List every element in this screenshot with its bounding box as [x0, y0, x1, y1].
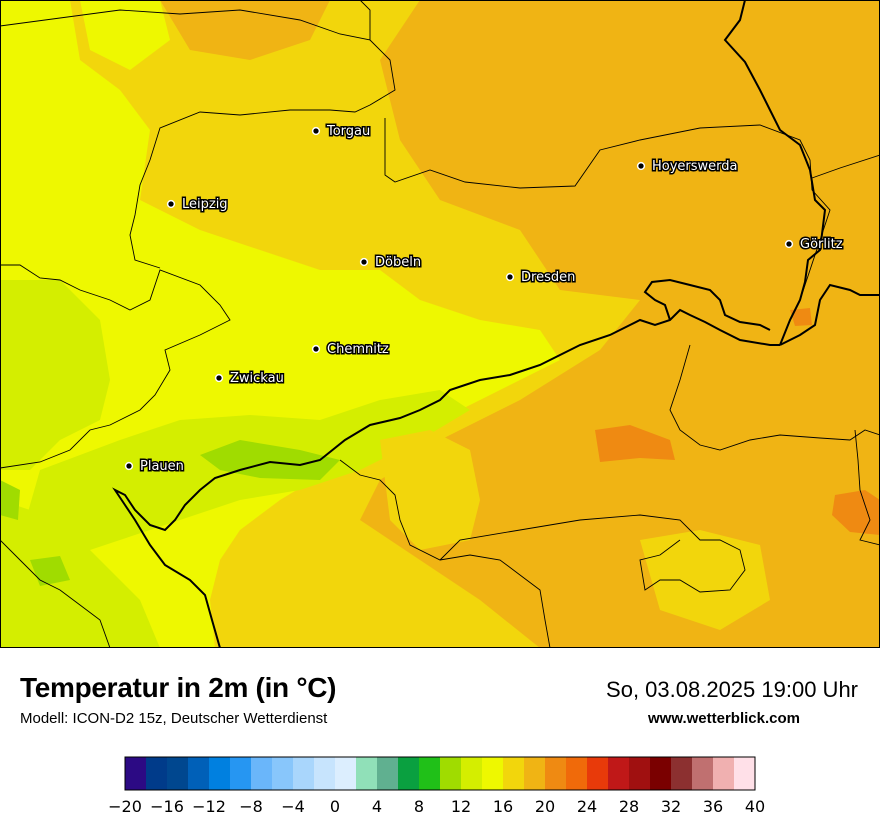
legend-swatch — [377, 757, 399, 790]
legend-tick-label: −4 — [281, 797, 305, 816]
warm-patch-south — [380, 430, 480, 550]
city-marker[interactable]: Torgau — [311, 123, 372, 141]
city-marker[interactable]: Leipzig — [166, 196, 229, 214]
hot-zone-north — [160, 0, 330, 60]
border-state-north — [0, 0, 371, 41]
border-west-branch — [0, 539, 111, 648]
city-label: Hoyerswerda — [652, 159, 738, 174]
legend-tick-label: 36 — [703, 797, 723, 816]
mild-zone-north — [80, 0, 170, 70]
model-subtitle: Modell: ICON-D2 15z, Deutscher Wetterdie… — [20, 710, 328, 727]
border-country-czech[interactable] — [112, 308, 780, 648]
city-marker[interactable]: Zwickau — [214, 370, 285, 388]
legend-tick-label: 0 — [330, 797, 340, 816]
city-marker[interactable]: Görlitz — [784, 236, 844, 254]
city-label: Chemnitz — [327, 342, 389, 357]
legend-swatches — [125, 757, 756, 790]
legend-tick-label: 8 — [414, 797, 424, 816]
legend-swatch — [587, 757, 609, 790]
legend-swatch — [482, 757, 504, 790]
legend-tick-label: 32 — [661, 797, 681, 816]
hot-zone-east — [360, 0, 880, 648]
legend-tick-label: −16 — [150, 797, 184, 816]
legend-swatch — [314, 757, 336, 790]
legend-tick-label: 20 — [535, 797, 555, 816]
border-northeast — [811, 154, 880, 179]
legend-swatch — [713, 757, 735, 790]
city-label: Görlitz — [800, 237, 843, 252]
legend-swatch — [398, 757, 420, 790]
legend-tick-label: −20 — [108, 797, 142, 816]
very-hot-zone-3 — [790, 308, 812, 326]
legend-swatch — [230, 757, 252, 790]
legend-swatch — [335, 757, 357, 790]
city-label: Plauen — [140, 459, 184, 474]
legend-swatch — [440, 757, 462, 790]
legend-tick-label: −8 — [239, 797, 263, 816]
city-label: Torgau — [326, 124, 370, 139]
border-sachsen-north — [384, 118, 831, 346]
legend-swatch — [356, 757, 378, 790]
city-marker[interactable]: Dresden — [505, 269, 577, 287]
legend-swatch — [251, 757, 273, 790]
green-zone-1 — [200, 440, 340, 480]
legend-swatch — [503, 757, 525, 790]
city-label: Dresden — [521, 270, 575, 285]
warm-patch-east — [640, 530, 770, 630]
green-zone-3 — [0, 480, 20, 520]
legend-tick-label: 12 — [451, 797, 471, 816]
city-marker[interactable]: Chemnitz — [311, 341, 390, 359]
legend-swatch — [461, 757, 483, 790]
city-marker[interactable]: Hoyerswerda — [636, 158, 739, 176]
legend-swatch — [692, 757, 714, 790]
border-poland-east[interactable] — [779, 283, 880, 346]
very-hot-zone-1 — [595, 425, 675, 462]
city-label: Döbeln — [375, 255, 421, 270]
legend-swatch — [125, 757, 147, 790]
border-czech-regions-4 — [854, 429, 880, 546]
border-czech-regions-3 — [439, 514, 746, 593]
legend-ticks: −20 −16 −12 −8 −4 0 4 8 12 16 20 24 28 32 36 40 — [108, 797, 765, 816]
legend-tick-label: 16 — [493, 797, 513, 816]
cool-zone-west — [0, 280, 110, 470]
city-marker[interactable]: Plauen — [124, 458, 185, 476]
legend-tick-label: 28 — [619, 797, 639, 816]
legend-swatch — [209, 757, 231, 790]
legend-frame — [124, 756, 756, 791]
forecast-datetime: So, 03.08.2025 19:00 Uhr — [606, 677, 858, 702]
legend-tick-label: 40 — [745, 797, 765, 816]
legend-swatch — [188, 757, 210, 790]
border-state-brandenburg — [129, 39, 396, 269]
legend-tick-label: −12 — [192, 797, 226, 816]
legend-swatch — [734, 757, 756, 790]
legend-tick-label: 24 — [577, 797, 597, 816]
legend-swatch — [293, 757, 315, 790]
border-lausitz-loop[interactable] — [643, 278, 771, 331]
legend-swatch — [167, 757, 189, 790]
chart-title: Temperatur in 2m (in °C) — [20, 672, 337, 703]
weather-map: Torgau Hoyerswerda Leipzig Görlitz Döbel… — [0, 0, 880, 648]
legend-swatch — [419, 757, 441, 790]
green-zone-2 — [30, 556, 70, 586]
legend-swatch — [650, 757, 672, 790]
legend-tick-label: 4 — [372, 797, 382, 816]
website-link[interactable]: www.wetterblick.com — [648, 710, 800, 727]
legend-swatch — [608, 757, 630, 790]
legend-swatch — [671, 757, 693, 790]
legend-swatch — [272, 757, 294, 790]
legend-swatch — [524, 757, 546, 790]
legend-swatch — [545, 757, 567, 790]
city-marker[interactable]: Döbeln — [359, 254, 423, 272]
border-country-poland[interactable] — [723, 0, 827, 346]
legend-swatch — [146, 757, 168, 790]
border-state-west — [0, 264, 231, 469]
legend-swatch — [566, 757, 588, 790]
border-czech-regions-2 — [669, 344, 880, 451]
legend-swatch — [629, 757, 651, 790]
city-label: Leipzig — [182, 197, 228, 212]
color-legend: −20 −16 −12 −8 −4 0 4 8 12 16 20 24 28 32 36 40 — [108, 756, 765, 816]
cool-zone-southwest — [0, 500, 160, 648]
city-label: Zwickau — [230, 371, 284, 386]
